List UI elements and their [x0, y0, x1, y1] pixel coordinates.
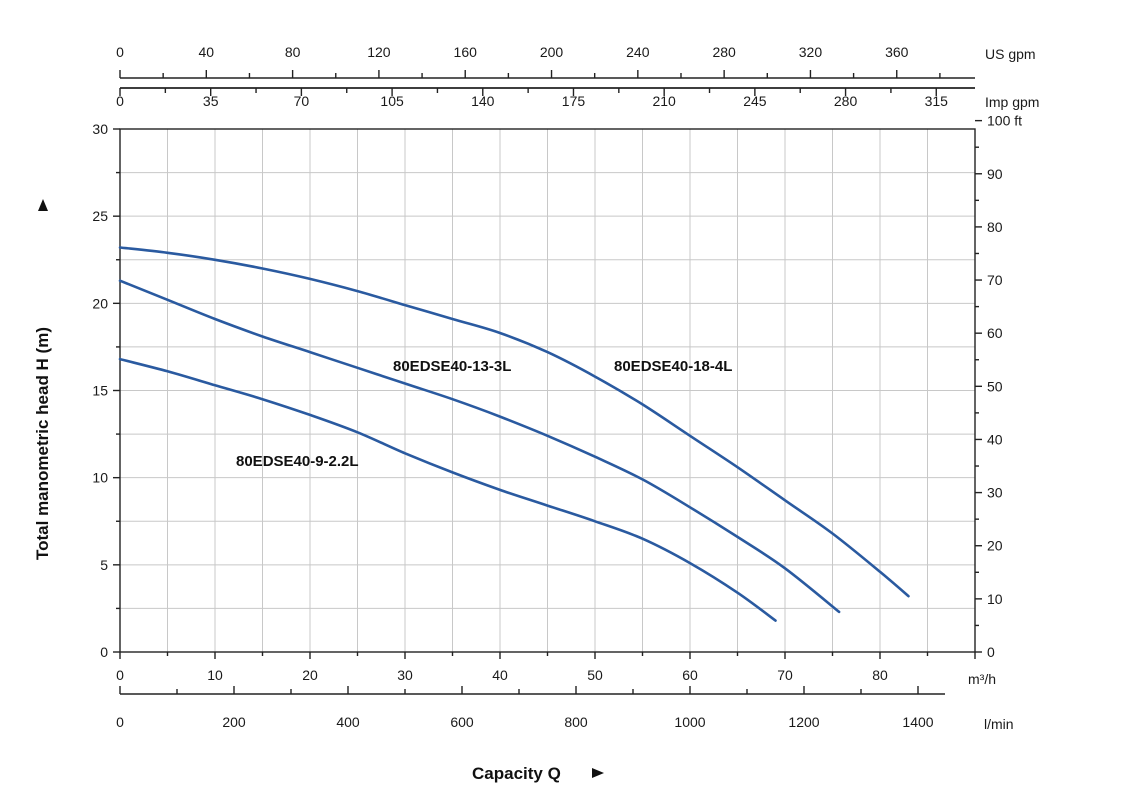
l-min-tick-label: 800 [564, 714, 588, 730]
ft-tick-label: 10 [987, 591, 1003, 607]
l-min-tick-label: 200 [222, 714, 246, 730]
x-tick-label: 0 [116, 667, 124, 683]
us-gpm-unit-label: US gpm [985, 46, 1036, 62]
imp-gpm-tick-label: 140 [471, 93, 495, 109]
y-tick-label: 15 [92, 383, 108, 399]
series-label-1: 80EDSE40-13-3L [393, 358, 511, 375]
us-gpm-tick-label: 280 [712, 44, 736, 60]
imp-gpm-tick-label: 70 [294, 93, 310, 109]
series-label-0: 80EDSE40-18-4L [614, 358, 732, 375]
imp-gpm-tick-label: 315 [925, 93, 949, 109]
ft-tick-label: 30 [987, 485, 1003, 501]
y-tick-label: 5 [100, 557, 108, 573]
us-gpm-tick-label: 120 [367, 44, 391, 60]
imp-gpm-tick-label: 280 [834, 93, 858, 109]
labels-layer: 80EDSE40-18-4L 80EDSE40-13-3L 80EDSE40-9-2… [236, 358, 732, 470]
ft-tick-label: 0 [987, 644, 995, 660]
x-axis-arrow-icon [592, 768, 604, 778]
x-tick-label: 10 [207, 667, 223, 683]
imp-gpm-tick-label: 175 [562, 93, 586, 109]
x-tick-label: 20 [302, 667, 318, 683]
x-tick-label: 50 [587, 667, 603, 683]
ft-tick-label: 90 [987, 166, 1003, 182]
series-line-2 [118, 357, 777, 622]
l-min-unit-label: l/min [984, 716, 1014, 732]
y-tick-label: 20 [92, 295, 108, 311]
imp-gpm-tick-label: 245 [743, 93, 767, 109]
x-tick-label: 40 [492, 667, 508, 683]
us-gpm-tick-label: 320 [799, 44, 823, 60]
ft-tick-label: 20 [987, 538, 1003, 554]
ft-tick-label: 60 [987, 325, 1003, 341]
l-min-tick-label: 1000 [674, 714, 705, 730]
grid-layer [120, 129, 975, 652]
y-tick-label: 0 [100, 644, 108, 660]
x-tick-label: 80 [872, 667, 888, 683]
imp-gpm-tick-label: 105 [380, 93, 404, 109]
axes-layer: 0 5 10 15 20 25 30 0 10 20 30 40 50 60 70 80 90 100 ft 0 10… [92, 44, 1022, 730]
us-gpm-tick-label: 0 [116, 44, 124, 60]
x-tick-label: 70 [777, 667, 793, 683]
imp-gpm-unit-label: Imp gpm [985, 94, 1039, 110]
us-gpm-tick-label: 200 [540, 44, 564, 60]
x-axis-title: Capacity Q [472, 764, 561, 783]
m3h-unit-label: m³/h [968, 671, 996, 687]
x-tick-label: 30 [397, 667, 413, 683]
us-gpm-tick-label: 240 [626, 44, 650, 60]
ft-tick-label: 100 ft [987, 113, 1022, 129]
series-line-0 [118, 246, 910, 598]
ft-tick-label: 50 [987, 378, 1003, 394]
y-axis-arrow-icon [38, 199, 48, 211]
imp-gpm-tick-label: 0 [116, 93, 124, 109]
l-min-tick-label: 400 [336, 714, 360, 730]
imp-gpm-tick-label: 35 [203, 93, 219, 109]
ft-tick-label: 70 [987, 272, 1003, 288]
l-min-tick-label: 0 [116, 714, 124, 730]
series-line-1 [118, 279, 841, 614]
y-axis-title: Total manometric head H (m) [33, 327, 52, 560]
series-label-2: 80EDSE40-9-2.2L [236, 453, 359, 470]
x-tick-label: 60 [682, 667, 698, 683]
us-gpm-tick-label: 360 [885, 44, 909, 60]
us-gpm-tick-label: 40 [199, 44, 215, 60]
y-tick-label: 25 [92, 208, 108, 224]
ft-tick-label: 80 [987, 219, 1003, 235]
imp-gpm-tick-label: 210 [652, 93, 676, 109]
l-min-tick-label: 1400 [902, 714, 933, 730]
l-min-tick-label: 1200 [788, 714, 819, 730]
us-gpm-tick-label: 80 [285, 44, 301, 60]
y-tick-label: 10 [92, 470, 108, 486]
curves-layer [118, 246, 910, 622]
l-min-tick-label: 600 [450, 714, 474, 730]
y-tick-label: 30 [92, 121, 108, 137]
us-gpm-tick-label: 160 [454, 44, 478, 60]
ft-tick-label: 40 [987, 431, 1003, 447]
